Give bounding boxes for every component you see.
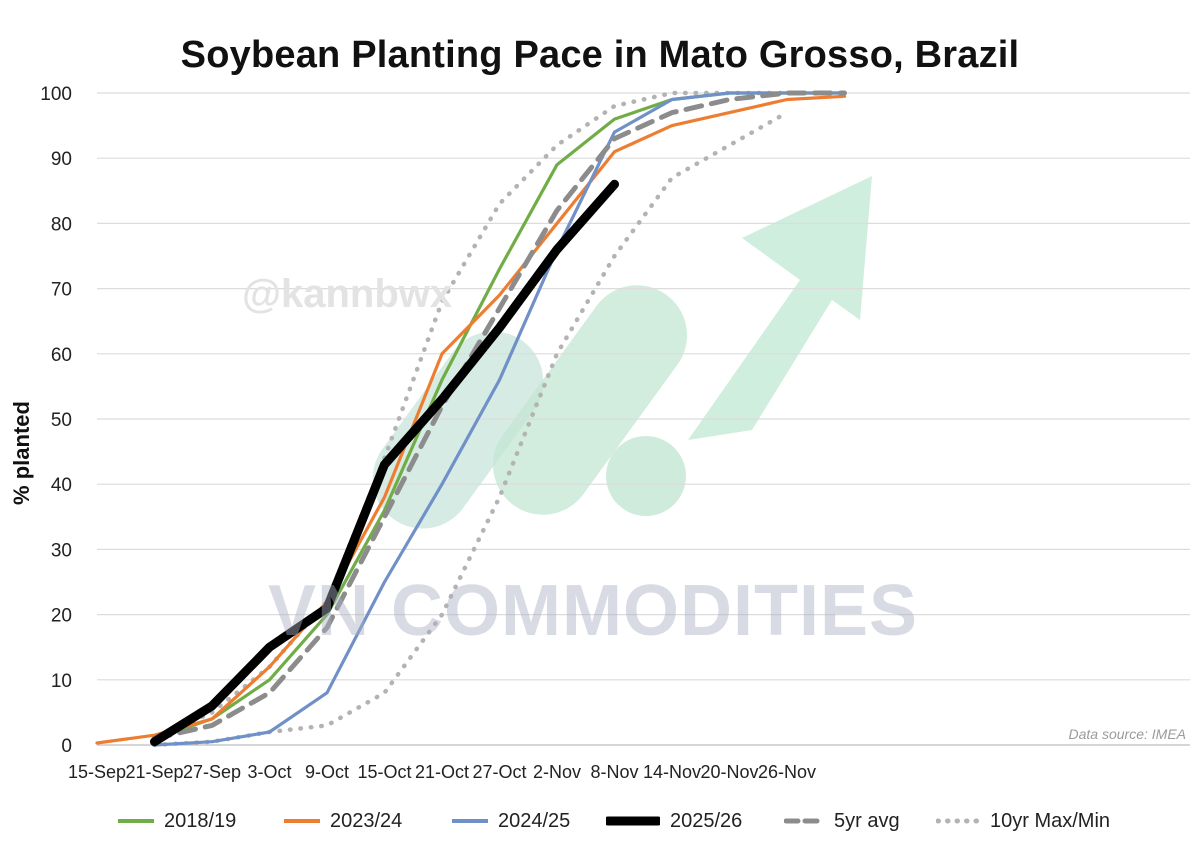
legend-label: 2024/25 (498, 809, 571, 832)
legend-swatch-2023-24 (284, 819, 320, 823)
x-tick-label: 14-Nov (643, 762, 701, 782)
legend-item-10yr-max-min: 10yr Max/Min (936, 803, 1110, 839)
legend-item-2023-24: 2023/24 (284, 803, 402, 839)
x-tick-label: 26-Nov (758, 762, 816, 782)
x-tick-label: 21-Sep (125, 762, 183, 782)
x-tick-labels: 15-Sep 21-Sep 27-Sep 3-Oct 9-Oct 15-Oct 21-Oct… (68, 762, 816, 782)
watermark-shapes (372, 176, 872, 529)
legend-label: 10yr Max/Min (990, 809, 1111, 832)
x-tick-label: 8-Nov (590, 762, 638, 782)
series-line-5yr-avg (152, 90, 847, 741)
watermark-arrow (688, 176, 872, 440)
y-tick-label: 50 (51, 410, 72, 431)
y-tick-labels: 0 10 20 30 40 50 60 70 80 90 100 (40, 84, 72, 757)
grid-lines (97, 92, 1190, 746)
legend-swatch-2018-19 (118, 819, 154, 823)
legend-label: 2023/24 (330, 809, 403, 832)
x-tick-label: 20-Nov (700, 762, 758, 782)
x-tick-label: 27-Sep (183, 762, 241, 782)
legend-swatch-2024-25 (452, 819, 488, 823)
y-tick-label: 40 (51, 475, 72, 496)
legend-label: 2018/19 (164, 809, 237, 832)
chart-title: Soybean Planting Pace in Mato Grosso, Br… (180, 34, 1020, 76)
series-line-2024-25 (152, 91, 847, 747)
y-axis-label: % planted (9, 401, 34, 505)
y-tick-label: 100 (40, 84, 72, 105)
y-tick-label: 70 (51, 280, 72, 301)
x-tick-label: 21-Oct (415, 762, 469, 782)
y-tick-label: 90 (51, 149, 72, 170)
legend-swatch-2025-26 (606, 816, 660, 826)
x-tick-label: 15-Oct (357, 762, 411, 782)
legend-item-2018-19: 2018/19 (118, 803, 236, 839)
series-line-2023-24 (95, 94, 847, 745)
x-tick-label: 2-Nov (533, 762, 581, 782)
data-source-note: Data source: IMEA (1068, 726, 1187, 742)
legend: 2018/19 2023/24 2024/25 2025/26 5yr avg … (0, 803, 1200, 839)
legend-label: 2025/26 (670, 809, 743, 832)
x-tick-label: 3-Oct (247, 762, 291, 782)
x-tick-label: 15-Sep (68, 762, 126, 782)
legend-item-5yr-avg: 5yr avg (784, 803, 900, 839)
watermark-dot (606, 436, 686, 516)
x-tick-label: 9-Oct (305, 762, 349, 782)
legend-item-2024-25: 2024/25 (452, 803, 570, 839)
y-tick-label: 80 (51, 214, 72, 235)
y-tick-label: 20 (51, 606, 72, 627)
legend-item-2025-26: 2025/26 (606, 803, 742, 839)
y-tick-label: 60 (51, 345, 72, 366)
x-tick-label: 27-Oct (472, 762, 526, 782)
y-tick-label: 10 (51, 671, 72, 692)
watermark-bar-2 (492, 285, 688, 515)
watermark-brand: VN COMMODITIES (268, 571, 919, 651)
y-tick-label: 0 (61, 736, 72, 757)
y-tick-label: 30 (51, 540, 72, 561)
series-lines (95, 90, 847, 748)
series-line-2025-26 (150, 179, 619, 747)
watermark-handle: @kannbwx (242, 272, 453, 316)
legend-label: 5yr avg (834, 809, 900, 832)
legend-swatch-10yr-max-min (936, 818, 980, 824)
legend-swatch-5yr-avg (784, 818, 824, 824)
